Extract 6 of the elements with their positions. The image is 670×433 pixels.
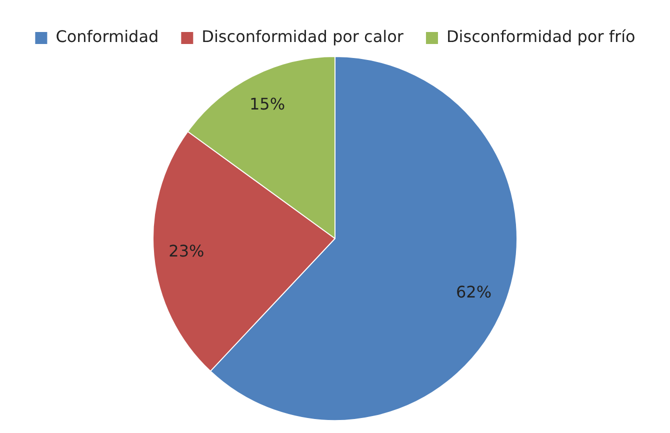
- data-label: 23%: [168, 242, 204, 261]
- legend-label: Conformidad: [56, 27, 159, 46]
- data-label: 15%: [249, 94, 286, 114]
- legend-label: Disconformidad por frío: [446, 27, 636, 46]
- legend-label: Disconformidad por calor: [202, 27, 404, 46]
- data-label: 62%: [456, 282, 492, 302]
